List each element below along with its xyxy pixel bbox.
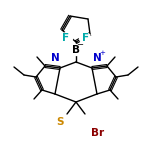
Circle shape [71, 45, 81, 55]
Circle shape [62, 33, 73, 43]
Text: F: F [82, 33, 90, 43]
Circle shape [50, 52, 60, 64]
Text: F: F [62, 33, 70, 43]
Text: S: S [56, 117, 64, 127]
Circle shape [83, 128, 93, 138]
Circle shape [57, 116, 67, 128]
Circle shape [92, 52, 102, 64]
Text: Br: Br [91, 128, 104, 138]
Text: N: N [93, 53, 101, 63]
Text: B: B [72, 45, 80, 55]
Text: −: − [76, 40, 83, 50]
Text: +: + [99, 50, 105, 56]
Text: N: N [51, 53, 59, 63]
Circle shape [79, 33, 90, 43]
